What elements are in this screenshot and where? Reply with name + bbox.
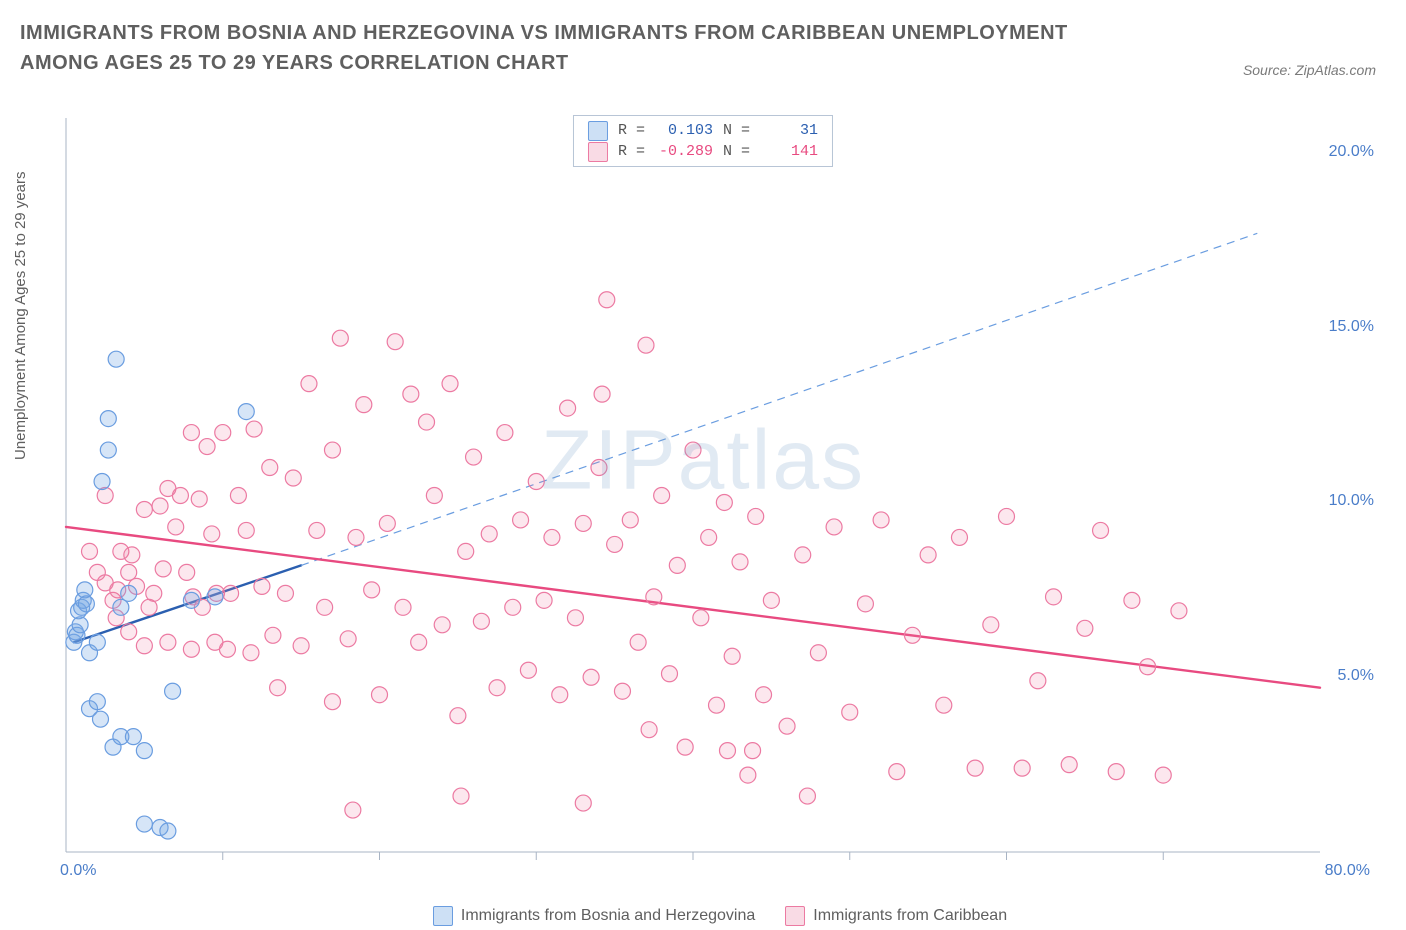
legend-swatch-caribbean bbox=[588, 142, 608, 162]
correlation-legend-row: R = -0.289 N = 141 bbox=[588, 141, 818, 162]
header-row: IMMIGRANTS FROM BOSNIA AND HERZEGOVINA V… bbox=[0, 0, 1406, 78]
chart-title: IMMIGRANTS FROM BOSNIA AND HERZEGOVINA V… bbox=[20, 18, 1120, 78]
legend-r-label: R = bbox=[618, 120, 645, 141]
legend-item-caribbean: Immigrants from Caribbean bbox=[785, 906, 1007, 926]
legend-r-label: R = bbox=[618, 141, 645, 162]
axis-tick-label: 10.0% bbox=[1329, 492, 1374, 510]
axis-tick-label: 20.0% bbox=[1329, 143, 1374, 161]
axis-tick-label: 15.0% bbox=[1329, 318, 1374, 336]
legend-swatch-bosnia bbox=[588, 121, 608, 141]
legend-item-bosnia: Immigrants from Bosnia and Herzegovina bbox=[433, 906, 755, 926]
scatter-plot bbox=[60, 112, 1380, 882]
legend-label: Immigrants from Caribbean bbox=[813, 907, 1007, 925]
y-axis-label: Unemployment Among Ages 25 to 29 years bbox=[12, 171, 29, 460]
legend-label: Immigrants from Bosnia and Herzegovina bbox=[461, 907, 755, 925]
axis-tick-label: 0.0% bbox=[60, 862, 96, 880]
chart-container: IMMIGRANTS FROM BOSNIA AND HERZEGOVINA V… bbox=[0, 0, 1406, 930]
legend-r-value: -0.289 bbox=[655, 141, 713, 162]
correlation-legend-row: R = 0.103 N = 31 bbox=[588, 120, 818, 141]
series-legend: Immigrants from Bosnia and Herzegovina I… bbox=[60, 906, 1380, 926]
axis-tick-label: 80.0% bbox=[1325, 862, 1370, 880]
legend-n-value: 141 bbox=[760, 141, 818, 162]
legend-r-value: 0.103 bbox=[655, 120, 713, 141]
legend-swatch-bosnia bbox=[433, 906, 453, 926]
legend-swatch-caribbean bbox=[785, 906, 805, 926]
legend-n-label: N = bbox=[723, 141, 750, 162]
axis-tick-label: 5.0% bbox=[1338, 667, 1374, 685]
legend-n-value: 31 bbox=[760, 120, 818, 141]
source-label: Source: ZipAtlas.com bbox=[1243, 62, 1376, 78]
correlation-legend: R = 0.103 N = 31 R = -0.289 N = 141 bbox=[573, 115, 833, 167]
legend-n-label: N = bbox=[723, 120, 750, 141]
